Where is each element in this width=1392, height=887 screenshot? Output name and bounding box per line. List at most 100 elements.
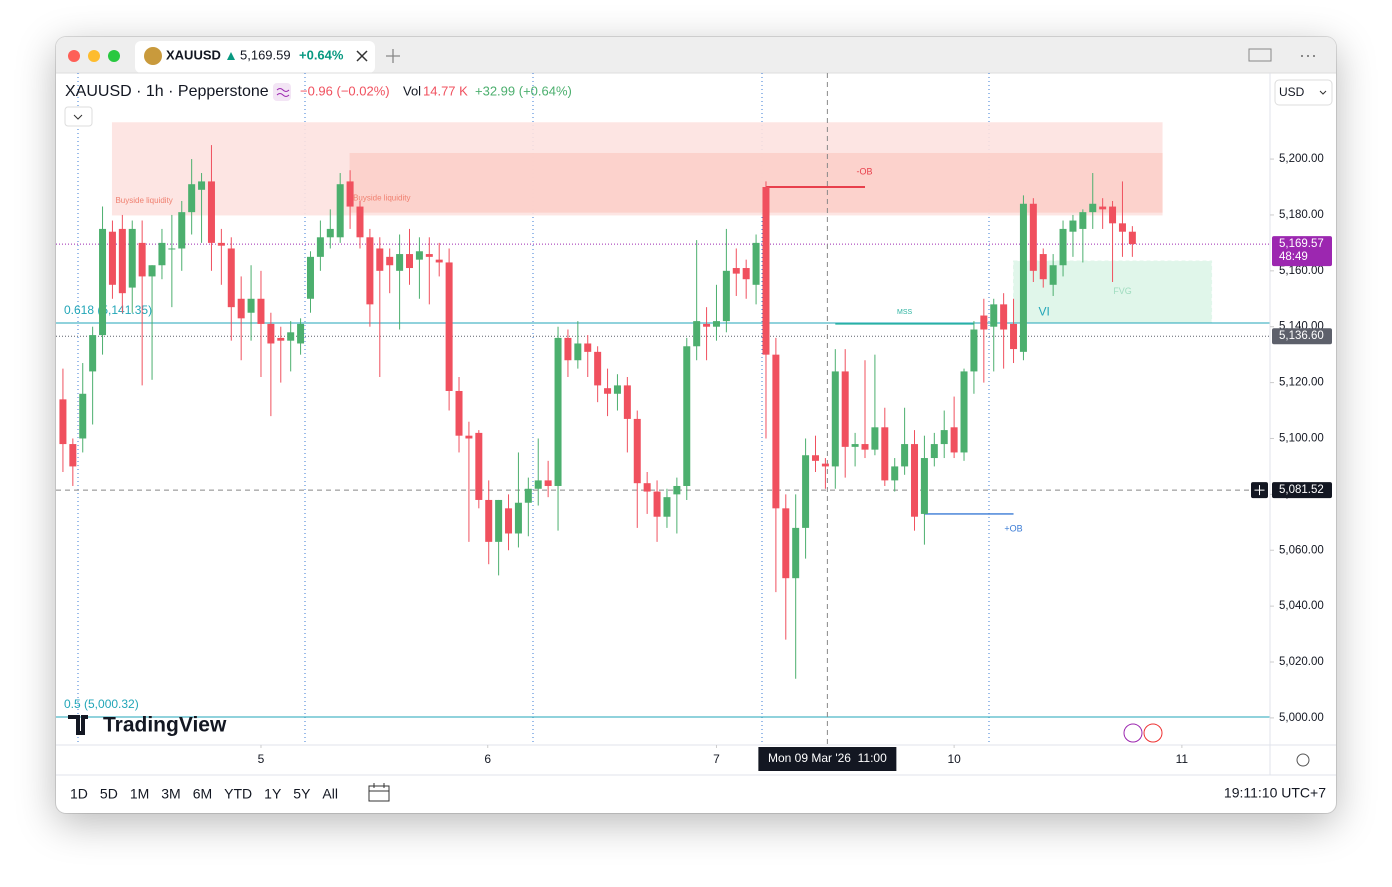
- level-label: +OB: [1004, 523, 1022, 533]
- crosshair-time-label: Mon 09 Mar '26 11:00: [768, 751, 887, 765]
- candle-body: [257, 298, 265, 324]
- price-countdown: 48:49: [1279, 251, 1308, 263]
- currency: USD: [1279, 85, 1305, 99]
- plus-icon: [1254, 485, 1265, 496]
- indicator-icon[interactable]: [273, 83, 291, 101]
- zone-label: FVG: [1113, 286, 1132, 296]
- candle-body: [1109, 206, 1117, 224]
- candle-body: [118, 228, 126, 294]
- tab[interactable]: [135, 41, 375, 73]
- timeframe-button[interactable]: 5Y: [293, 786, 311, 802]
- candle-body: [732, 268, 740, 274]
- x-tick-label: 6: [484, 752, 491, 766]
- timeframe-button[interactable]: 1Y: [264, 786, 282, 802]
- event-icon[interactable]: [1123, 723, 1143, 743]
- candle-body: [544, 480, 552, 486]
- settings-button[interactable]: [1296, 753, 1310, 767]
- clock: 19:11:10 UTC+7: [1224, 785, 1326, 801]
- candle-body: [564, 337, 572, 361]
- timeframe-button[interactable]: 3M: [161, 786, 180, 802]
- currency-select[interactable]: [1274, 79, 1333, 106]
- overlay: 5,000.005,020.005,040.005,060.005,080.00…: [70, 153, 1332, 802]
- candle-body: [881, 427, 889, 481]
- candle-body: [821, 463, 829, 467]
- tab-change: +0.64%: [299, 47, 344, 62]
- candle-body: [178, 212, 186, 249]
- candle-body: [1039, 254, 1047, 280]
- candle-body: [663, 497, 671, 517]
- candle-body: [772, 354, 780, 509]
- candle-body: [970, 329, 978, 372]
- candle-body: [514, 502, 522, 534]
- candle-body: [227, 248, 235, 308]
- candle-body: [247, 298, 255, 313]
- timeframe-button[interactable]: 5D: [100, 786, 118, 802]
- candle-body: [841, 371, 849, 447]
- candle-body: [1059, 228, 1067, 266]
- price-tag-label: 5,169.57: [1279, 238, 1324, 250]
- candle-body: [198, 181, 206, 190]
- candle-body: [415, 251, 423, 260]
- new-tab[interactable]: [386, 49, 400, 63]
- zoom-button[interactable]: [108, 50, 120, 62]
- symbol-icon: [144, 47, 162, 65]
- timeframe-button[interactable]: 6M: [193, 786, 212, 802]
- window: XAUUSD 5,169.59 +0.64% Buyside liquidity…: [56, 37, 1336, 813]
- close-button[interactable]: [68, 50, 80, 62]
- candle-body: [1118, 223, 1126, 232]
- candle-body: [851, 444, 859, 447]
- candle-body: [940, 430, 948, 445]
- timeframe-button[interactable]: All: [322, 786, 338, 802]
- candle-body: [1099, 206, 1107, 210]
- candle-body: [128, 228, 136, 288]
- y-tick-label: 5,200.00: [1279, 153, 1324, 165]
- candle-body: [138, 242, 146, 277]
- up-arrow: [227, 52, 235, 60]
- go-to-date[interactable]: [368, 783, 390, 802]
- candle-body: [485, 499, 493, 542]
- y-tick-label: 5,160.00: [1279, 265, 1324, 277]
- timeframe-button[interactable]: YTD: [224, 786, 252, 802]
- candle-body: [306, 256, 314, 299]
- y-tick-label: 5,180.00: [1279, 209, 1324, 221]
- candle-body: [722, 270, 730, 322]
- layout-button[interactable]: [1248, 48, 1272, 62]
- candle-body: [326, 228, 334, 238]
- zone-inner-label: VI: [1039, 305, 1050, 319]
- candle-body: [277, 337, 285, 341]
- x-tick-label: 7: [713, 752, 720, 766]
- candle-body: [346, 181, 354, 207]
- candle-body: [782, 508, 790, 579]
- candle-body: [871, 427, 879, 450]
- candle-body: [901, 444, 909, 467]
- x-tick-label: 5: [258, 752, 265, 766]
- collapse-legend[interactable]: [64, 106, 93, 127]
- candle-body: [1069, 220, 1077, 232]
- candle-body: [356, 206, 364, 238]
- candle-body: [99, 228, 107, 336]
- candle-body: [990, 304, 998, 327]
- level-label: MSS: [897, 309, 913, 316]
- candle-body: [534, 480, 542, 489]
- candle-body: [643, 483, 651, 492]
- candle-body: [475, 432, 483, 500]
- tab-close[interactable]: [356, 50, 368, 62]
- candle-body: [613, 385, 621, 394]
- candle-body: [594, 351, 602, 386]
- timeframe-button[interactable]: 1M: [130, 786, 149, 802]
- flag-icon[interactable]: [1143, 723, 1163, 743]
- candle-body: [267, 323, 275, 344]
- candle-body: [673, 485, 681, 495]
- y-tick-label: 5,100.00: [1279, 433, 1324, 445]
- timeframe-button[interactable]: 1D: [70, 786, 88, 802]
- crosshair-price-label: 5,081.52: [1279, 484, 1324, 496]
- candle-body: [69, 444, 77, 467]
- candle-body: [455, 390, 463, 436]
- candle-body: [831, 371, 839, 467]
- zone-label: Buyside liquidity: [353, 193, 410, 202]
- candle-body: [574, 343, 582, 361]
- candle-body: [960, 371, 968, 453]
- legend-vol-label: Vol: [403, 83, 421, 98]
- minimize-button[interactable]: [88, 50, 100, 62]
